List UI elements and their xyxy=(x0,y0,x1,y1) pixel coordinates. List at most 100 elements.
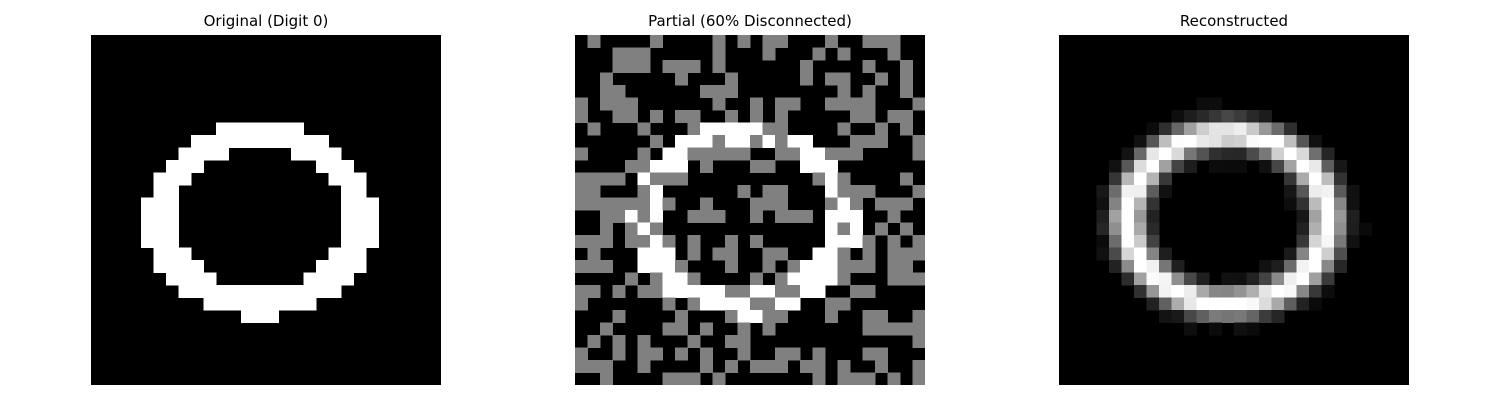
partial-masked-pixel xyxy=(750,135,763,148)
original-pixel xyxy=(328,147,342,161)
partial-pixel xyxy=(825,235,838,248)
partial-masked-pixel xyxy=(575,110,588,123)
partial-pixel xyxy=(750,285,763,298)
partial-masked-pixel xyxy=(575,147,588,161)
partial-masked-pixel xyxy=(650,35,663,48)
reconstructed-pixel xyxy=(1221,310,1235,323)
partial-masked-pixel xyxy=(625,47,638,61)
partial-masked-pixel xyxy=(825,35,838,48)
original-pixel xyxy=(303,285,317,298)
original-pixel xyxy=(353,197,367,211)
original-pixel xyxy=(166,172,179,186)
partial-masked-pixel xyxy=(687,147,701,161)
reconstructed-pixel xyxy=(1321,172,1335,186)
partial-masked-pixel xyxy=(600,197,613,211)
partial-pixel xyxy=(787,135,801,148)
partial-masked-pixel xyxy=(662,322,676,336)
reconstructed-pixel xyxy=(1121,185,1135,198)
partial-masked-pixel xyxy=(825,147,838,161)
partial-masked-pixel xyxy=(850,147,863,161)
original-pixel xyxy=(153,197,167,211)
partial-masked-pixel xyxy=(850,372,863,385)
partial-masked-pixel xyxy=(762,297,776,311)
reconstructed-pixel xyxy=(1321,210,1335,223)
partial-masked-pixel xyxy=(875,72,888,86)
partial-masked-pixel xyxy=(712,85,726,98)
panel-partial: Partial (60% Disconnected) xyxy=(575,0,925,400)
partial-masked-pixel xyxy=(712,135,726,148)
partial-masked-pixel xyxy=(837,72,851,86)
reconstructed-pixel xyxy=(1334,235,1347,248)
partial-pixel xyxy=(662,260,676,273)
partial-masked-pixel xyxy=(850,260,863,273)
reconstructed-pixel xyxy=(1196,285,1210,298)
partial-masked-pixel xyxy=(662,297,676,311)
reconstructed-pixel xyxy=(1184,160,1197,173)
partial-pixel xyxy=(737,297,751,311)
reconstructed-pixel xyxy=(1196,147,1210,161)
reconstructed-pixel xyxy=(1309,297,1322,311)
reconstructed-pixel xyxy=(1359,222,1372,236)
partial-masked-pixel xyxy=(887,110,901,123)
reconstructed-pixel xyxy=(1209,97,1222,111)
partial-masked-pixel xyxy=(600,97,613,111)
partial-masked-pixel xyxy=(862,60,876,73)
reconstructed-pixel xyxy=(1159,147,1172,161)
partial-masked-pixel xyxy=(887,35,901,48)
partial-masked-pixel xyxy=(750,160,763,173)
partial-masked-pixel xyxy=(912,335,925,348)
partial-masked-pixel xyxy=(862,285,876,298)
reconstructed-pixel xyxy=(1259,272,1272,286)
original-pixel xyxy=(191,160,204,173)
partial-masked-pixel xyxy=(575,260,588,273)
partial-masked-pixel xyxy=(600,360,613,373)
original-pixel xyxy=(153,172,167,186)
partial-masked-pixel xyxy=(900,197,913,211)
partial-pixel xyxy=(825,210,838,223)
partial-masked-pixel xyxy=(862,347,876,361)
reconstructed-pixel xyxy=(1296,185,1310,198)
partial-masked-pixel xyxy=(687,235,701,248)
reconstructed-pixel xyxy=(1134,135,1147,148)
reconstructed-pixel xyxy=(1146,260,1160,273)
reconstructed-pixel xyxy=(1334,160,1347,173)
partial-masked-pixel xyxy=(725,147,738,161)
partial-masked-pixel xyxy=(712,372,726,385)
reconstructed-pixel xyxy=(1184,147,1197,161)
reconstructed-pixel xyxy=(1109,197,1122,211)
partial-masked-pixel xyxy=(700,322,713,336)
reconstructed-pixel xyxy=(1321,197,1335,211)
partial-masked-pixel xyxy=(750,297,763,311)
partial-masked-pixel xyxy=(737,185,751,198)
partial-masked-pixel xyxy=(725,72,738,86)
original-pixel xyxy=(203,285,217,298)
original-pixel xyxy=(353,185,367,198)
reconstructed-pixel xyxy=(1121,247,1135,261)
partial-masked-pixel xyxy=(612,47,626,61)
partial-masked-pixel xyxy=(637,197,651,211)
original-pixel xyxy=(341,247,354,261)
partial-masked-pixel xyxy=(612,172,626,186)
partial-pixel xyxy=(675,285,688,298)
original-pixel xyxy=(341,222,354,236)
original-pixel xyxy=(166,185,179,198)
reconstructed-pixel xyxy=(1309,285,1322,298)
partial-masked-pixel xyxy=(750,97,763,111)
partial-pixel xyxy=(712,122,726,136)
partial-pixel xyxy=(725,135,738,148)
reconstructed-pixel xyxy=(1096,210,1110,223)
reconstructed-pixel xyxy=(1196,122,1210,136)
reconstructed-pixel xyxy=(1134,147,1147,161)
partial-masked-pixel xyxy=(912,135,925,148)
original-pixel xyxy=(353,172,367,186)
original-pixel xyxy=(228,297,242,311)
partial-masked-pixel xyxy=(725,260,738,273)
partial-masked-pixel xyxy=(575,235,588,248)
partial-masked-pixel xyxy=(862,35,876,48)
partial-masked-pixel xyxy=(837,272,851,286)
partial-masked-pixel xyxy=(712,47,726,61)
partial-masked-pixel xyxy=(812,47,826,61)
partial-masked-pixel xyxy=(850,197,863,211)
partial-masked-pixel xyxy=(862,372,876,385)
reconstructed-pixel xyxy=(1096,235,1110,248)
